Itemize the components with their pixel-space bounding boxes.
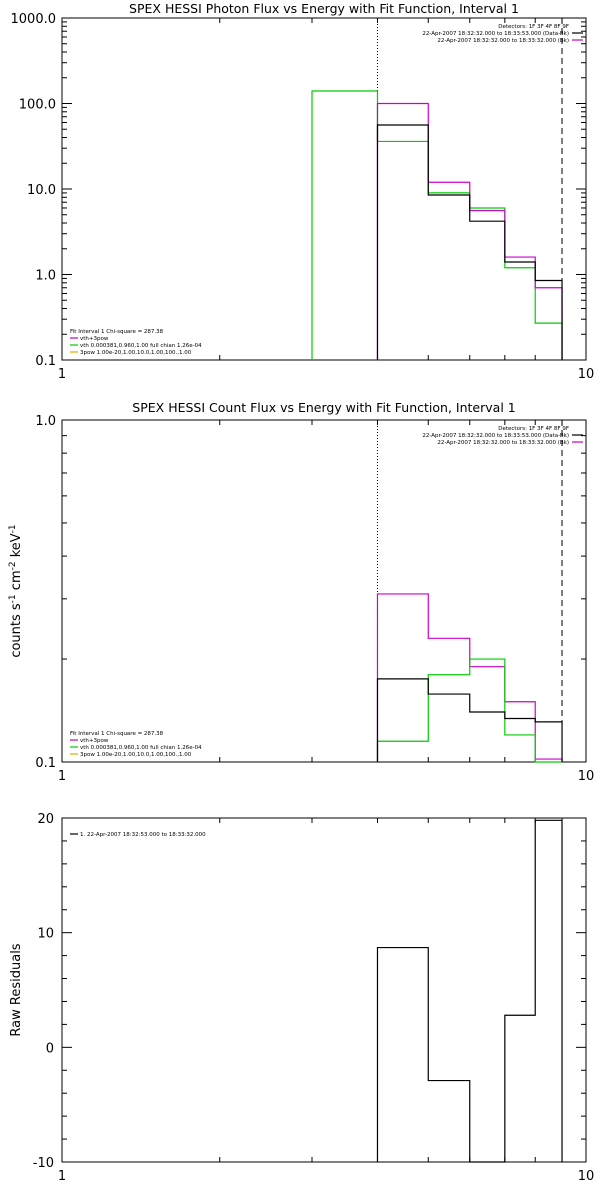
chart-title: SPEX HESSI Photon Flux vs Energy with Fi…	[129, 1, 519, 16]
series-black-histogram	[376, 124, 563, 360]
legend-fit-header: Fit Interval 1 Chi-square = 287.38	[70, 731, 164, 737]
chart-title: SPEX HESSI Count Flux vs Energy with Fit…	[132, 400, 515, 415]
y-tick-label: 0.1	[35, 756, 56, 771]
legend-detectors: Detectors: 1F 3F 4F 8F 9F	[498, 426, 569, 432]
y-tick-label: 20	[37, 812, 54, 827]
legend-entry-text: 3pow 1.00e-20,1.00,10.0,1.00,100.,1.00	[80, 350, 192, 356]
x-tick-label: 10	[578, 1169, 595, 1184]
y-tick-label: 10.0	[27, 183, 56, 198]
series-magenta-histogram	[376, 102, 563, 360]
x-tick-label: 1	[58, 367, 66, 382]
x-tick-label: 10	[578, 769, 595, 784]
series-magenta-histogram	[376, 593, 563, 762]
legend-entry-text: vth 0.000381,0.960,1.00 full chian 1.26e…	[80, 343, 202, 349]
legend-entry-text: 3pow 1.00e-20,1.00,10.0,1.00,100.,1.00	[80, 752, 192, 758]
panel-1: SPEX HESSI Photon Flux vs Energy with Fi…	[11, 1, 595, 382]
x-tick-label: 10	[578, 367, 595, 382]
legend-detectors: Detectors: 1F 3F 4F 8F 9F	[498, 24, 569, 30]
legend-fit-header: Fit Interval 1 Chi-square = 287.38	[70, 329, 164, 335]
y-axis-label: counts s-1 cm-2 keV-1	[8, 524, 24, 657]
legend-entry-text: 22-Apr-2007 18:32:32.000 to 18:33:53.000…	[422, 433, 569, 439]
y-tick-label: 1.0	[35, 269, 56, 284]
y-tick-label: 0.1	[35, 354, 56, 369]
panel-2: SPEX HESSI Count Flux vs Energy with Fit…	[8, 400, 594, 784]
legend-entry-text: 22-Apr-2007 18:32:32.000 to 18:33:32.000…	[437, 440, 569, 446]
plot-frame	[61, 817, 587, 1163]
legend-entry-text: vth 0.000381,0.960,1.00 full chian 1.26e…	[80, 745, 202, 751]
series-black-histogram	[376, 819, 563, 1163]
legend-entry-text: vth+3pow	[80, 738, 109, 744]
series-green-histogram	[311, 90, 563, 360]
legend-entry-text: 22-Apr-2007 18:32:32.000 to 18:33:32.000…	[437, 38, 569, 44]
x-tick-label: 1	[58, 1169, 66, 1184]
y-axis-label: Raw Residuals	[9, 943, 24, 1036]
legend-entry-text: vth+3pow	[80, 336, 109, 342]
series-green-histogram	[376, 658, 563, 763]
panel-3: 1 10 -10 0 10 20 Raw Residuals 1. 22-Apr-2007 1…	[9, 812, 594, 1184]
y-tick-label: 10	[37, 927, 54, 942]
legend-entry-text: 22-Apr-2007 18:32:32.000 to 18:33:53.000…	[422, 31, 569, 37]
legend-entry-text: 1. 22-Apr-2007 18:32:53.000 to 18:33:32.…	[80, 832, 206, 838]
x-tick-label: 1	[58, 769, 66, 784]
y-tick-label: 100.0	[19, 98, 56, 113]
y-tick-label: 1000.0	[11, 12, 57, 27]
y-tick-label: -10	[33, 1156, 54, 1171]
plot-frame	[61, 17, 587, 361]
y-tick-label: 0	[46, 1041, 54, 1056]
y-tick-label: 1.0	[35, 414, 56, 429]
series-black-histogram	[376, 678, 563, 762]
plot-frame	[61, 419, 587, 763]
